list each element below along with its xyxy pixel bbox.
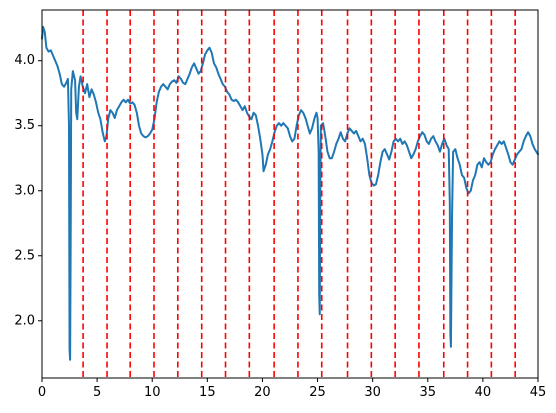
x-tick-label: 40	[475, 385, 492, 400]
series-layer	[41, 25, 539, 361]
axes-frame	[41, 9, 539, 379]
y-tick-label: 3.0	[14, 183, 35, 198]
x-tick-label: 0	[38, 385, 46, 400]
y-axis: 2.0 2.5 3.0 3.5 4.0	[14, 53, 42, 328]
plot-area	[41, 9, 539, 379]
x-tick-label: 45	[530, 385, 547, 400]
x-tick-label: 25	[309, 385, 326, 400]
y-tick-label: 2.0	[14, 313, 35, 328]
y-tick-label: 4.0	[14, 53, 35, 68]
axes-background	[42, 10, 538, 378]
x-tick-label: 20	[254, 385, 271, 400]
y-tick-label: 3.5	[14, 118, 35, 133]
vline-layer	[82, 10, 516, 378]
y-tick-label: 2.5	[14, 248, 35, 263]
x-tick-label: 10	[144, 385, 161, 400]
series-line	[41, 25, 539, 361]
x-tick-label: 30	[364, 385, 381, 400]
x-tick-label: 15	[199, 385, 216, 400]
x-axis: 0 5 10 15 20 25 30 35 40 45	[38, 378, 546, 400]
x-tick-label: 35	[420, 385, 437, 400]
x-tick-label: 5	[93, 385, 101, 400]
